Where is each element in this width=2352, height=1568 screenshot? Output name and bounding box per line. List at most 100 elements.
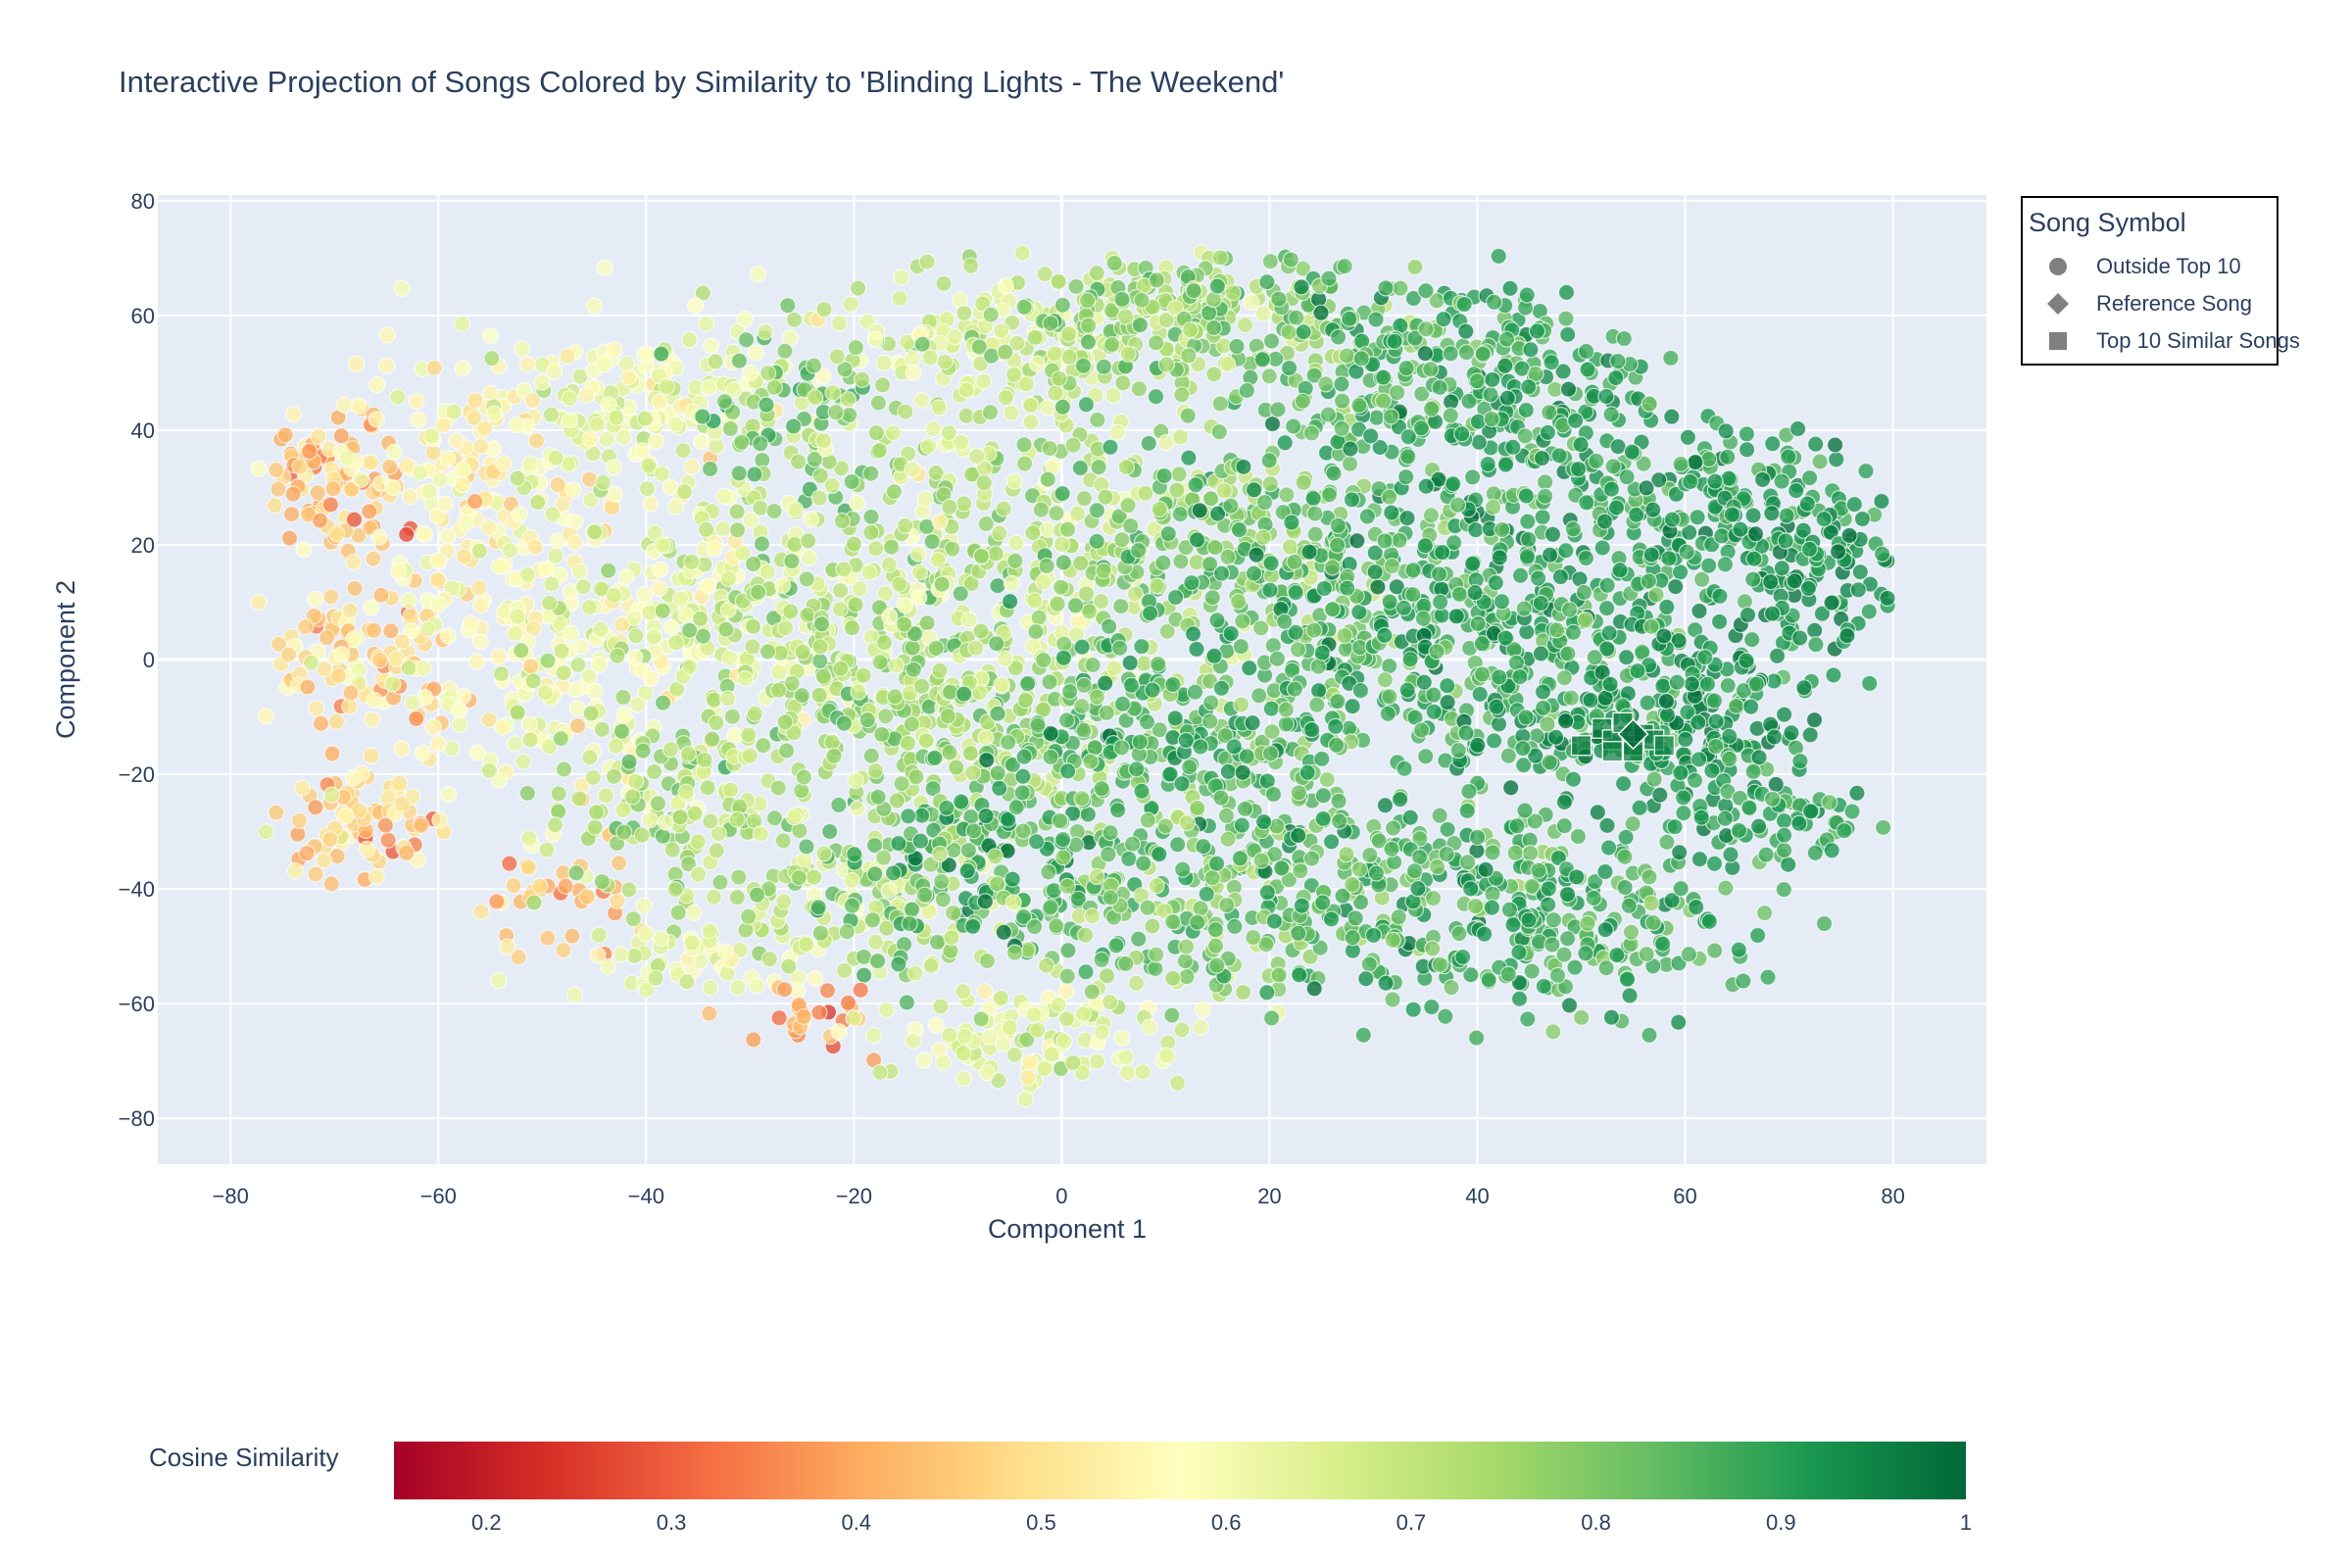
song-point[interactable] (1442, 407, 1459, 424)
song-point[interactable] (494, 718, 512, 736)
song-point[interactable] (890, 834, 907, 853)
song-point[interactable] (1198, 885, 1215, 904)
song-point[interactable] (1755, 904, 1774, 922)
song-point[interactable] (1577, 342, 1595, 361)
song-point[interactable] (1483, 411, 1500, 428)
song-point[interactable] (1687, 898, 1705, 916)
song-point[interactable] (1488, 698, 1505, 715)
song-point[interactable] (1508, 817, 1526, 835)
song-point[interactable] (1499, 747, 1517, 764)
song-point[interactable] (615, 823, 633, 841)
song-point[interactable] (1112, 597, 1130, 615)
song-point[interactable] (315, 852, 332, 869)
song-point[interactable] (1517, 709, 1535, 726)
song-point[interactable] (988, 635, 1005, 653)
song-point[interactable] (1003, 574, 1021, 592)
song-point[interactable] (674, 442, 692, 460)
song-point[interactable] (1315, 579, 1334, 598)
song-point[interactable] (470, 579, 488, 597)
song-point[interactable] (555, 663, 572, 682)
song-point[interactable] (1533, 449, 1551, 467)
song-point[interactable] (1448, 496, 1467, 514)
song-point[interactable] (924, 420, 943, 438)
song-point[interactable] (1098, 967, 1116, 985)
song-point[interactable] (1458, 802, 1476, 820)
song-point[interactable] (843, 472, 860, 491)
song-point[interactable] (1211, 249, 1229, 267)
song-point[interactable] (307, 590, 324, 608)
song-point[interactable] (514, 340, 531, 358)
song-point[interactable] (890, 956, 907, 973)
song-point[interactable] (1006, 552, 1024, 569)
song-point[interactable] (1051, 369, 1068, 387)
song-point[interactable] (365, 550, 382, 567)
song-point[interactable] (1460, 782, 1478, 801)
song-point[interactable] (952, 585, 969, 603)
song-point[interactable] (1151, 500, 1168, 518)
song-point[interactable] (404, 694, 421, 712)
song-point[interactable] (1523, 877, 1541, 896)
song-point[interactable] (587, 804, 606, 821)
song-point[interactable] (1510, 990, 1529, 1007)
song-point[interactable] (1277, 701, 1295, 718)
song-point[interactable] (730, 465, 748, 482)
song-point[interactable] (1690, 851, 1709, 868)
song-point[interactable] (880, 881, 898, 899)
song-point[interactable] (719, 601, 737, 618)
song-point[interactable] (807, 389, 824, 407)
song-point[interactable] (677, 607, 695, 624)
song-point[interactable] (775, 981, 794, 999)
song-point[interactable] (1050, 272, 1067, 290)
song-point[interactable] (1078, 292, 1097, 310)
song-point[interactable] (1226, 917, 1244, 936)
song-point[interactable] (956, 1027, 973, 1046)
song-point[interactable] (1597, 600, 1616, 617)
song-point[interactable] (708, 437, 725, 455)
song-point[interactable] (1391, 791, 1409, 808)
song-point[interactable] (1263, 722, 1281, 741)
song-point[interactable] (815, 301, 833, 318)
song-point[interactable] (1015, 455, 1034, 472)
song-point[interactable] (480, 518, 498, 537)
song-point[interactable] (1102, 438, 1119, 456)
song-point[interactable] (1560, 997, 1579, 1014)
song-point[interactable] (927, 1016, 945, 1034)
song-point[interactable] (1004, 870, 1021, 888)
song-point[interactable] (501, 855, 518, 872)
song-point[interactable] (1119, 345, 1137, 363)
song-point[interactable] (1007, 534, 1025, 552)
song-point[interactable] (847, 771, 864, 790)
song-point[interactable] (1306, 525, 1324, 543)
song-point[interactable] (744, 617, 762, 635)
song-point[interactable] (567, 864, 585, 882)
song-point[interactable] (381, 458, 399, 475)
song-point[interactable] (1253, 351, 1271, 368)
song-point[interactable] (612, 615, 631, 633)
song-point[interactable] (1351, 682, 1370, 700)
song-point[interactable] (706, 540, 723, 558)
song-point[interactable] (1322, 833, 1341, 851)
song-point[interactable] (1075, 490, 1094, 508)
song-point[interactable] (1013, 784, 1031, 802)
song-point[interactable] (1424, 940, 1442, 957)
song-point[interactable] (586, 682, 604, 701)
song-point[interactable] (483, 350, 501, 368)
song-point[interactable] (1519, 1010, 1537, 1028)
song-point[interactable] (1384, 931, 1401, 949)
song-point[interactable] (353, 764, 370, 782)
song-point[interactable] (972, 1010, 990, 1028)
song-point[interactable] (1130, 930, 1148, 948)
song-point[interactable] (904, 639, 921, 657)
song-point[interactable] (506, 624, 524, 643)
song-point[interactable] (401, 488, 419, 506)
song-point[interactable] (1536, 473, 1554, 491)
song-point[interactable] (584, 768, 602, 787)
song-point[interactable] (1493, 593, 1511, 611)
song-point[interactable] (1018, 675, 1037, 693)
song-point[interactable] (1417, 477, 1435, 495)
song-point[interactable] (1788, 419, 1807, 438)
song-point[interactable] (812, 615, 831, 633)
song-point[interactable] (480, 761, 498, 779)
song-point[interactable] (1102, 824, 1119, 842)
song-point[interactable] (1283, 514, 1300, 531)
